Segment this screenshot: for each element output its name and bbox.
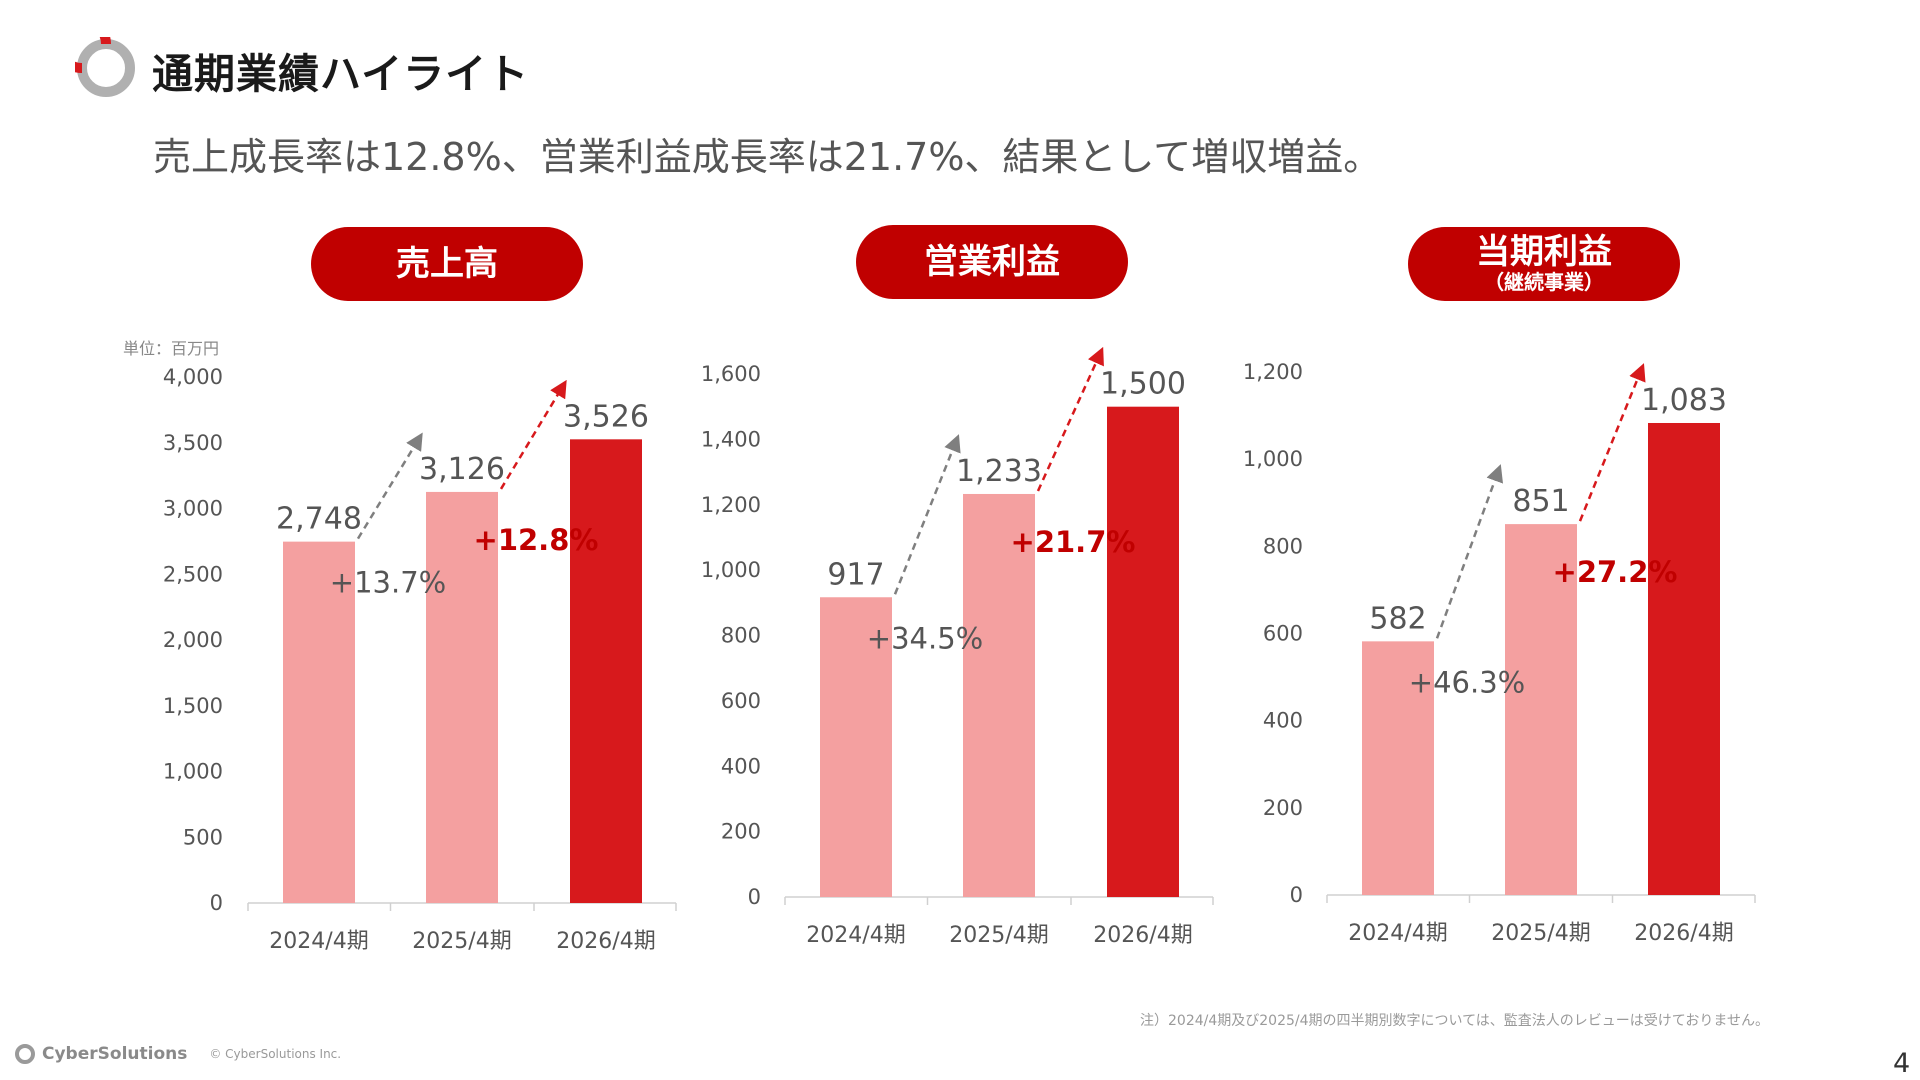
growth-label-highlight: +21.7% — [1011, 525, 1136, 559]
bar — [1648, 422, 1720, 895]
chart-title-pill-net-profit: 当期利益 （継続事業） — [1408, 227, 1680, 301]
y-tick-label: 1,500 — [163, 694, 223, 718]
y-tick-label: 1,000 — [1243, 447, 1303, 471]
y-tick-label: 0 — [1290, 883, 1303, 907]
brand: CyberSolutions © CyberSolutions Inc. — [14, 1043, 341, 1065]
x-category-label: 2024/4期 — [1348, 921, 1447, 946]
y-tick-label: 1,200 — [701, 493, 761, 517]
x-category-label: 2026/4期 — [1093, 923, 1192, 948]
data-label: 2,748 — [276, 502, 362, 537]
x-category-label: 2025/4期 — [412, 929, 511, 954]
page-title: 通期業績ハイライト — [152, 50, 530, 98]
x-category-label: 2024/4期 — [269, 929, 368, 954]
x-category-label: 2024/4期 — [806, 923, 905, 948]
data-label: 851 — [1512, 484, 1569, 519]
growth-label: +13.7% — [330, 566, 446, 600]
growth-arrow — [1435, 464, 1504, 639]
bar — [426, 491, 498, 903]
y-tick-label: 800 — [1263, 534, 1303, 558]
y-tick-label: 400 — [721, 754, 761, 778]
pill-main-label: 売上高 — [396, 244, 498, 284]
data-label: 1,500 — [1100, 367, 1186, 402]
y-tick-label: 2,000 — [163, 628, 223, 652]
growth-label: +34.5% — [867, 621, 983, 655]
y-tick-label: 200 — [1263, 796, 1303, 820]
y-tick-label: 600 — [721, 689, 761, 713]
copyright: © CyberSolutions Inc. — [209, 1047, 342, 1061]
bar — [570, 439, 642, 903]
bar — [1107, 406, 1179, 897]
y-tick-label: 0 — [210, 891, 223, 915]
y-tick-label: 1,600 — [701, 362, 761, 386]
data-label: 1,083 — [1641, 383, 1727, 418]
data-label: 917 — [827, 557, 884, 592]
y-tick-label: 0 — [748, 885, 761, 909]
x-category-label: 2026/4期 — [556, 929, 655, 954]
bar — [963, 493, 1035, 897]
y-tick-label: 200 — [721, 820, 761, 844]
growth-arrow — [893, 434, 961, 595]
data-label: 1,233 — [956, 454, 1042, 489]
y-tick-label: 800 — [721, 624, 761, 648]
y-tick-label: 1,200 — [1243, 360, 1303, 384]
unit-label: 単位：百万円 — [123, 339, 220, 358]
pill-main-label: 営業利益 — [924, 242, 1060, 282]
y-tick-label: 3,000 — [163, 497, 223, 521]
logo-ring-icon — [75, 37, 135, 97]
y-tick-label: 500 — [183, 825, 223, 849]
growth-arrow — [1036, 346, 1104, 492]
x-category-label: 2025/4期 — [949, 923, 1048, 948]
x-category-label: 2025/4期 — [1491, 921, 1590, 946]
brand-name: CyberSolutions — [42, 1044, 188, 1064]
growth-arrow — [1578, 363, 1646, 522]
chart-title-pill-revenue: 売上高 — [311, 227, 583, 301]
bar — [283, 541, 355, 903]
chart-title-pill-operating-profit: 営業利益 — [856, 225, 1128, 299]
y-tick-label: 1,400 — [701, 427, 761, 451]
pill-sub-label: （継続事業） — [1484, 270, 1604, 294]
page-number: 4 — [1893, 1048, 1911, 1079]
footnote: 注）2024/4期及び2025/4期の四半期別数字については、監査法人のレビュー… — [1140, 1013, 1769, 1029]
y-tick-label: 1,000 — [163, 760, 223, 784]
y-tick-label: 600 — [1263, 622, 1303, 646]
bar — [1505, 524, 1577, 895]
growth-label: +46.3% — [1409, 665, 1525, 699]
bar — [1362, 641, 1434, 895]
data-label: 582 — [1369, 601, 1426, 636]
growth-arrow — [499, 379, 567, 490]
y-tick-label: 3,500 — [163, 431, 223, 455]
growth-label-highlight: +12.8% — [474, 523, 599, 557]
growth-arrow — [356, 432, 423, 540]
y-tick-label: 1,000 — [701, 558, 761, 582]
pill-main-label: 当期利益 — [1476, 232, 1612, 272]
brand-logo-icon — [15, 1044, 35, 1064]
x-category-label: 2026/4期 — [1634, 921, 1733, 946]
y-tick-label: 4,000 — [163, 365, 223, 389]
y-tick-label: 400 — [1263, 709, 1303, 733]
y-tick-label: 2,500 — [163, 562, 223, 586]
page-subtitle: 売上成長率は12.8%、営業利益成長率は21.7%、結果として増収増益。 — [153, 135, 1382, 179]
bar — [820, 597, 892, 897]
growth-label-highlight: +27.2% — [1553, 555, 1678, 589]
data-label: 3,126 — [419, 452, 505, 487]
data-label: 3,526 — [563, 399, 649, 434]
